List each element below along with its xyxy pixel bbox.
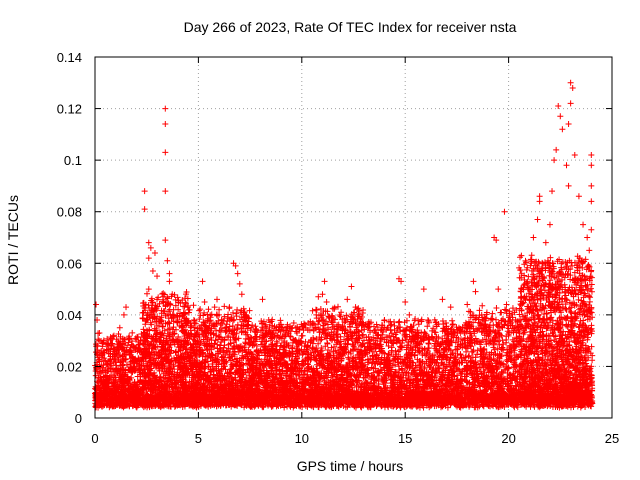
data-point bbox=[204, 311, 211, 318]
x-axis-label: GPS time / hours bbox=[297, 458, 404, 474]
data-point bbox=[119, 352, 126, 359]
y-axis-label: ROTI / TECUs bbox=[5, 195, 21, 285]
data-point bbox=[190, 302, 197, 309]
data-point bbox=[106, 350, 113, 357]
data-point bbox=[205, 306, 212, 313]
data-point bbox=[126, 377, 133, 384]
data-point bbox=[108, 368, 115, 375]
data-point bbox=[99, 343, 106, 350]
data-point bbox=[119, 335, 126, 342]
data-point bbox=[123, 362, 130, 369]
data-point bbox=[113, 368, 120, 375]
data-point bbox=[246, 307, 253, 314]
data-point bbox=[123, 355, 130, 362]
data-points bbox=[92, 79, 596, 411]
data-point bbox=[309, 307, 316, 314]
data-point bbox=[277, 317, 284, 324]
data-point bbox=[277, 342, 284, 349]
data-point bbox=[124, 342, 131, 349]
data-point bbox=[125, 366, 132, 373]
data-point bbox=[165, 319, 172, 326]
data-point bbox=[102, 376, 109, 383]
data-point bbox=[126, 402, 133, 409]
data-point bbox=[211, 304, 218, 311]
data-point bbox=[107, 336, 114, 343]
data-point bbox=[129, 354, 136, 361]
data-point bbox=[121, 336, 128, 343]
data-point bbox=[197, 306, 204, 313]
data-point bbox=[132, 335, 139, 342]
data-point bbox=[268, 342, 275, 349]
chart-title: Day 266 of 2023, Rate Of TEC Index for r… bbox=[184, 19, 517, 35]
data-point bbox=[96, 329, 103, 336]
